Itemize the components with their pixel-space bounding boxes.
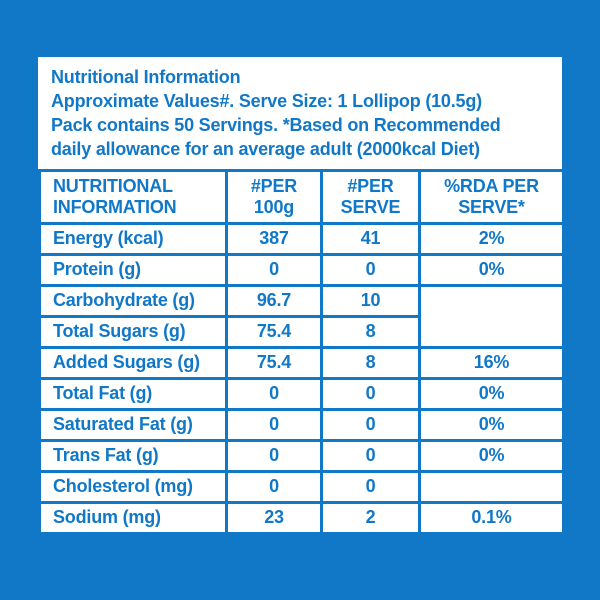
nutrient-label-cell: Trans Fat (g) — [38, 438, 228, 473]
rda-empty-cell — [418, 469, 565, 504]
per-serve-cell: 2 — [320, 500, 421, 535]
per-100g-cell: 23 — [225, 500, 323, 535]
nutrient-label-cell: Added Sugars (g) — [38, 345, 228, 380]
table-row-cholesterol: Cholesterol (mg) 0 0 — [38, 469, 565, 504]
table-row-protein: Protein (g) 0 0 0% — [38, 252, 565, 287]
header-line-daily-allowance: daily allowance for an average adult (20… — [51, 138, 480, 159]
rda-cell: 0.1% — [418, 500, 565, 535]
per-100g-cell: 75.4 — [225, 314, 323, 349]
table-row-trans-fat: Trans Fat (g) 0 0 0% — [38, 438, 565, 473]
per-serve-cell: 41 — [320, 221, 421, 256]
per-100g-cell: 0 — [225, 407, 323, 442]
col-header-rda-per-serve: %RDA PER SERVE* — [418, 168, 565, 225]
nutrient-label-cell: Energy (kcal) — [38, 221, 228, 256]
header-line-servings: Pack contains 50 Servings. *Based on Rec… — [51, 114, 501, 135]
rda-cell: 0% — [418, 438, 565, 473]
table-row-total-fat: Total Fat (g) 0 0 0% — [38, 376, 565, 411]
per-serve-cell: 0 — [320, 438, 421, 473]
nutrient-label-cell: Total Sugars (g) — [38, 314, 228, 349]
nutrient-label-cell: Protein (g) — [38, 252, 228, 287]
rda-cell: 0% — [418, 407, 565, 442]
nutrition-table: NUTRITIONAL INFORMATION #PER 100g #PER S… — [38, 168, 565, 535]
rda-cell: 2% — [418, 221, 565, 256]
nutrient-label-cell: Sodium (mg) — [38, 500, 228, 535]
header-line-serve-size: Approximate Values#. Serve Size: 1 Lolli… — [51, 90, 482, 111]
header-title: Nutritional Information — [51, 67, 241, 87]
rda-empty-cell — [418, 283, 565, 349]
nutrient-label-cell: Carbohydrate (g) — [38, 283, 228, 318]
table-row-added-sugars: Added Sugars (g) 75.4 8 16% — [38, 345, 565, 380]
per-100g-cell: 0 — [225, 438, 323, 473]
per-100g-cell: 75.4 — [225, 345, 323, 380]
per-100g-cell: 0 — [225, 252, 323, 287]
table-row-total-sugars: Total Sugars (g) 75.4 8 — [38, 314, 564, 349]
per-serve-cell: 0 — [320, 407, 421, 442]
per-serve-cell: 0 — [320, 469, 421, 504]
per-serve-cell: 8 — [320, 314, 421, 349]
col-header-per-serve: #PER SERVE — [320, 168, 421, 225]
rda-cell: 16% — [418, 345, 565, 380]
col-header-nutritional-information: NUTRITIONAL INFORMATION — [38, 168, 228, 225]
per-100g-cell: 387 — [225, 221, 323, 256]
nutrient-label-cell: Saturated Fat (g) — [38, 407, 228, 442]
table-row-saturated-fat: Saturated Fat (g) 0 0 0% — [38, 407, 565, 442]
per-serve-cell: 0 — [320, 376, 421, 411]
per-100g-cell: 0 — [225, 376, 323, 411]
table-row-sodium: Sodium (mg) 23 2 0.1% — [38, 500, 565, 535]
per-100g-cell: 96.7 — [225, 283, 323, 318]
table-row-energy: Energy (kcal) 387 41 2% — [38, 221, 565, 256]
rda-cell: 0% — [418, 376, 565, 411]
col-header-per-100g: #PER 100g — [225, 168, 323, 225]
rda-cell: 0% — [418, 252, 565, 287]
header-text-block: Nutritional Information Approximate Valu… — [38, 57, 562, 169]
table-header-row: NUTRITIONAL INFORMATION #PER 100g #PER S… — [38, 168, 565, 225]
per-100g-cell: 0 — [225, 469, 323, 504]
nutrition-panel: Nutritional Information Approximate Valu… — [38, 57, 565, 535]
per-serve-cell: 8 — [320, 345, 421, 380]
per-serve-cell: 0 — [320, 252, 421, 287]
table-row-carbohydrate: Carbohydrate (g) 96.7 10 — [38, 283, 565, 349]
nutrient-label-cell: Total Fat (g) — [38, 376, 228, 411]
nutrient-label-cell: Cholesterol (mg) — [38, 469, 228, 504]
per-serve-cell: 10 — [320, 283, 421, 318]
